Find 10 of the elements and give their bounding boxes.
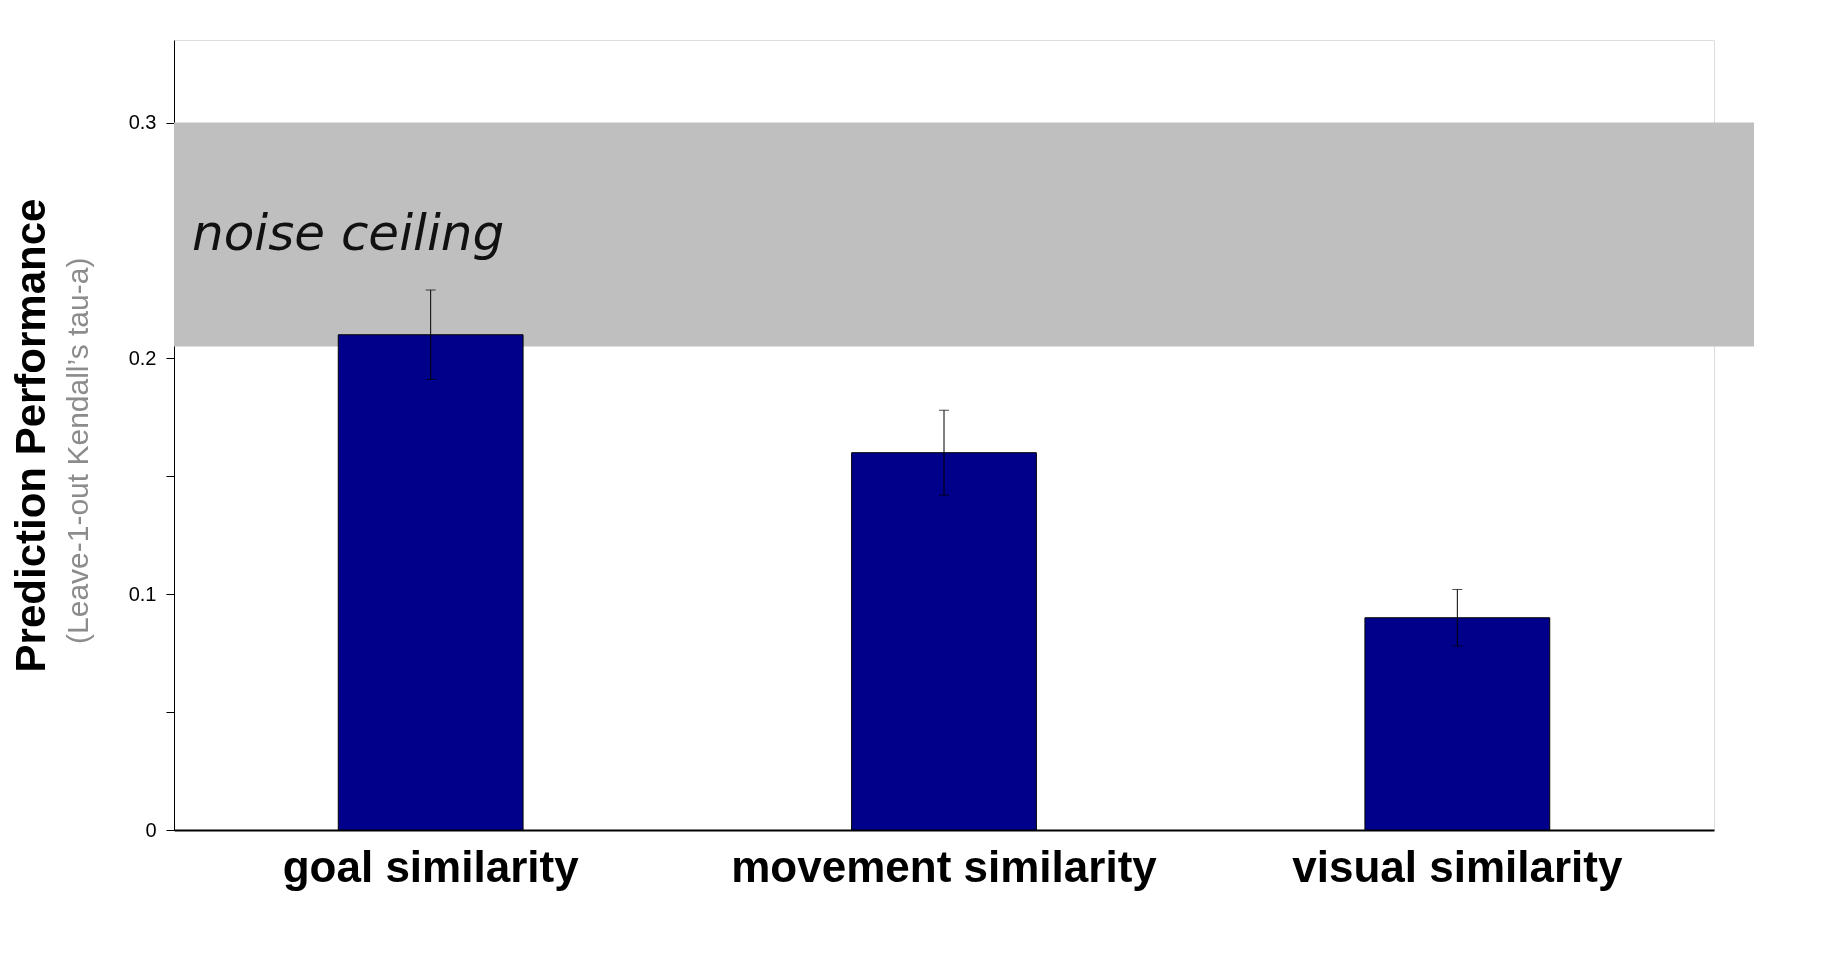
y-tick-label: 0.3 <box>128 111 157 134</box>
text: (Leave-1-out Kendall’s tau-a) <box>61 257 94 644</box>
band-label: noise ceiling <box>192 203 505 262</box>
y-tick-label: 0 <box>145 818 157 841</box>
x-tick-label: visual similarity <box>1292 841 1623 891</box>
x-tick-label: goal similarity <box>282 841 580 891</box>
y-tick-label: 0.2 <box>128 346 157 369</box>
y-tick-label: 0.1 <box>128 582 157 605</box>
x-tick-label: movement similarity <box>731 841 1158 891</box>
y-axis-title: Prediction Performance <box>6 198 54 673</box>
